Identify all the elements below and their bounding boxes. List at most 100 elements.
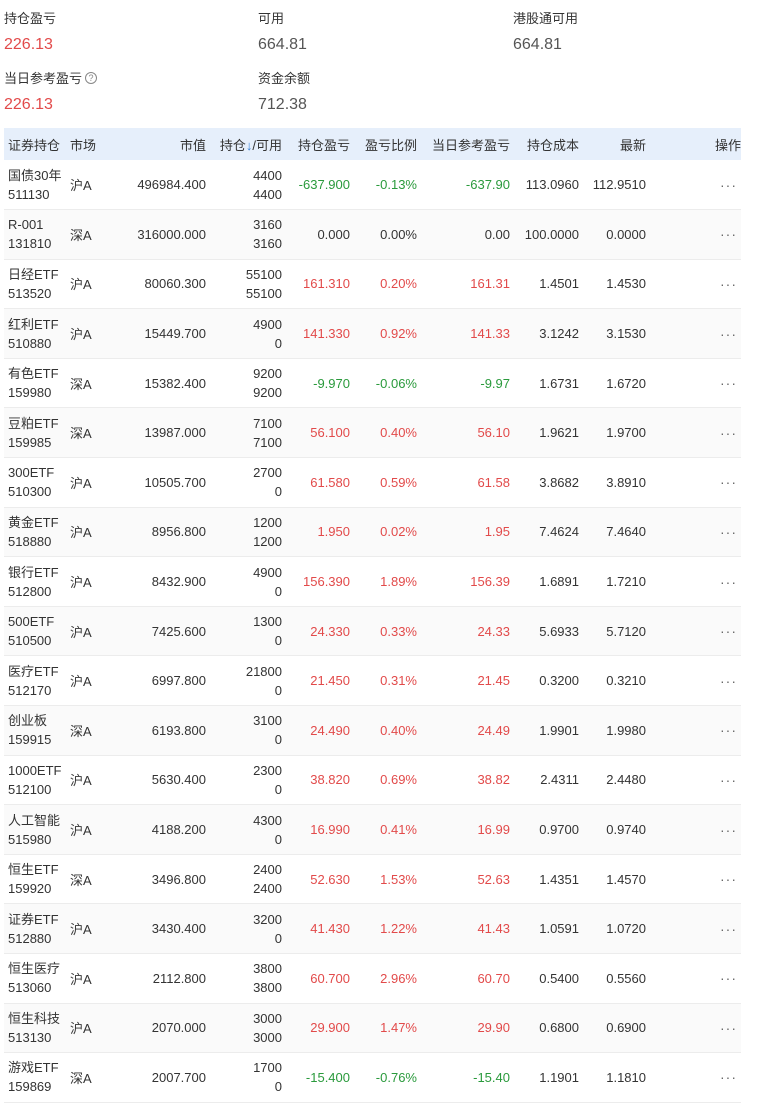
table-row[interactable]: 恒生科技 513130 沪A 2070.000 3000 3000 29.900 1…	[4, 1003, 741, 1054]
table-row[interactable]: 300ETF 510300 沪A 10505.700 2700 0 61.580 0…	[4, 457, 741, 508]
table-row[interactable]: 创业板 159915 深A 6193.800 3100 0 24.490 0.40%…	[4, 705, 741, 756]
more-options-icon[interactable]: ···	[646, 953, 741, 1004]
ratio-cell: 0.20%	[350, 259, 417, 310]
security-code: 512880	[8, 930, 52, 946]
security-cell: 黄金ETF 518880	[4, 507, 66, 558]
col-latest[interactable]: 最新	[579, 128, 646, 160]
table-row[interactable]: 红利ETF 510880 沪A 15449.700 4900 0 141.330 0…	[4, 308, 741, 359]
table-row[interactable]: 豆粕ETF 159985 深A 13987.000 7100 7100 56.100…	[4, 407, 741, 459]
cost-cell: 3.1242	[510, 308, 579, 359]
avail: 3160	[253, 236, 282, 252]
avail: 2400	[253, 881, 282, 897]
security-cell: 恒生ETF 159920	[4, 854, 66, 905]
latest-cell: 0.5560	[579, 953, 646, 1004]
table-row[interactable]: 有色ETF 159980 深A 15382.400 9200 9200 -9.970…	[4, 358, 741, 409]
security-code: 513130	[8, 1029, 52, 1045]
security-cell: R-001 131810	[4, 209, 66, 260]
pl-cell: 21.450	[282, 655, 350, 707]
table-row[interactable]: 恒生医疗 513060 沪A 2112.800 3800 3800 60.700 2…	[4, 953, 741, 1004]
more-options-icon[interactable]: ···	[646, 407, 741, 459]
latest-cell: 0.3210	[579, 655, 646, 707]
help-icon[interactable]: ?	[85, 71, 98, 84]
cost-cell: 1.6731	[510, 358, 579, 409]
more-options-icon[interactable]: ···	[646, 358, 741, 409]
pl-cell: 41.430	[282, 903, 350, 954]
table-row[interactable]: 恒生ETF 159920 深A 3496.800 2400 2400 52.630 …	[4, 854, 741, 905]
table-row[interactable]: R-001 131810 深A 316000.000 3160 3160 0.000…	[4, 209, 741, 260]
more-options-icon[interactable]: ···	[646, 1003, 741, 1054]
more-options-icon[interactable]: ···	[646, 507, 741, 558]
ratio-cell: 0.40%	[350, 407, 417, 459]
daily-cell: -15.40	[417, 1052, 510, 1103]
more-options-icon[interactable]: ···	[646, 755, 741, 806]
col-security[interactable]: 证券持仓	[4, 128, 66, 160]
security-name: 恒生ETF	[8, 862, 59, 878]
more-options-icon[interactable]: ···	[646, 259, 741, 310]
ratio-cell: 0.02%	[350, 507, 417, 558]
market-cell: 深A	[66, 407, 110, 459]
qty: 3100	[253, 713, 282, 729]
market-cell: 沪A	[66, 457, 110, 508]
qty: 4900	[253, 564, 282, 580]
more-options-icon[interactable]: ···	[646, 903, 741, 954]
more-options-icon[interactable]: ···	[646, 606, 741, 657]
more-options-icon[interactable]: ···	[646, 556, 741, 607]
table-row[interactable]: 日经ETF 513520 沪A 80060.300 55100 55100 161.…	[4, 259, 741, 310]
qty: 3160	[253, 217, 282, 233]
market-cell: 深A	[66, 854, 110, 905]
daily-cell: 29.90	[417, 1003, 510, 1054]
table-row[interactable]: 人工智能 515980 沪A 4188.200 4300 0 16.990 0.41…	[4, 804, 741, 855]
more-options-icon[interactable]: ···	[646, 457, 741, 508]
daily-cell: 24.33	[417, 606, 510, 657]
ratio-cell: 2.96%	[350, 953, 417, 1004]
more-options-icon[interactable]: ···	[646, 160, 741, 211]
hk-available-value: 664.81	[513, 36, 562, 53]
security-name: 恒生科技	[8, 1010, 61, 1026]
ratio-cell: -0.06%	[350, 358, 417, 409]
col-ratio[interactable]: 盈亏比例	[350, 128, 417, 160]
ratio-cell: 1.53%	[350, 854, 417, 905]
pl-cell: 0.000	[282, 209, 350, 260]
col-pl[interactable]: 持仓盈亏	[282, 128, 350, 160]
ratio-cell: 1.47%	[350, 1003, 417, 1054]
latest-cell: 1.9980	[579, 705, 646, 756]
more-options-icon[interactable]: ···	[646, 308, 741, 359]
more-options-icon[interactable]: ···	[646, 854, 741, 905]
col-qty[interactable]: 持仓↓/可用	[206, 128, 282, 160]
qty: 9200	[253, 366, 282, 382]
pl-cell: 38.820	[282, 755, 350, 806]
more-options-icon[interactable]: ···	[646, 1052, 741, 1103]
col-value[interactable]: 市值	[110, 128, 206, 160]
security-name: 国债30年	[8, 167, 62, 183]
qty-cell: 9200 9200	[206, 358, 282, 409]
table-row[interactable]: 证券ETF 512880 沪A 3430.400 3200 0 41.430 1.2…	[4, 903, 741, 954]
more-options-icon[interactable]: ···	[646, 655, 741, 707]
col-market[interactable]: 市场	[66, 128, 110, 160]
security-name: 豆粕ETF	[8, 415, 59, 431]
more-options-icon[interactable]: ···	[646, 705, 741, 756]
cost-cell: 3.8682	[510, 457, 579, 508]
daily-cell: 61.58	[417, 457, 510, 508]
latest-cell: 1.4530	[579, 259, 646, 310]
col-cost[interactable]: 持仓成本	[510, 128, 579, 160]
table-row[interactable]: 游戏ETF 159869 深A 2007.700 1700 0 -15.400 -0…	[4, 1052, 741, 1103]
table-row[interactable]: 医疗ETF 512170 沪A 6997.800 21800 0 21.450 0.…	[4, 655, 741, 707]
table-row[interactable]: 黄金ETF 518880 沪A 8956.800 1200 1200 1.950 0…	[4, 507, 741, 558]
avail: 0	[274, 930, 282, 946]
value-cell: 6193.800	[110, 705, 206, 756]
daily-cell: 24.49	[417, 705, 510, 756]
table-row[interactable]: 国债30年 511130 沪A 496984.400 4400 4400 -637.…	[4, 160, 741, 211]
market-cell: 深A	[66, 358, 110, 409]
more-options-icon[interactable]: ···	[646, 804, 741, 855]
table-row[interactable]: 500ETF 510500 沪A 7425.600 1300 0 24.330 0.…	[4, 606, 741, 657]
latest-cell: 5.7120	[579, 606, 646, 657]
table-row[interactable]: 银行ETF 512800 沪A 8432.900 4900 0 156.390 1.…	[4, 556, 741, 607]
security-name: 证券ETF	[8, 911, 59, 927]
table-row[interactable]: 1000ETF 512100 沪A 5630.400 2300 0 38.820 0…	[4, 755, 741, 806]
more-options-icon[interactable]: ···	[646, 209, 741, 260]
col-daily[interactable]: 当日参考盈亏	[417, 128, 510, 160]
sort-down-icon[interactable]: ↓	[245, 137, 253, 153]
security-code: 510880	[8, 335, 52, 351]
latest-cell: 1.0720	[579, 903, 646, 954]
qty-cell: 3100 0	[206, 705, 282, 756]
